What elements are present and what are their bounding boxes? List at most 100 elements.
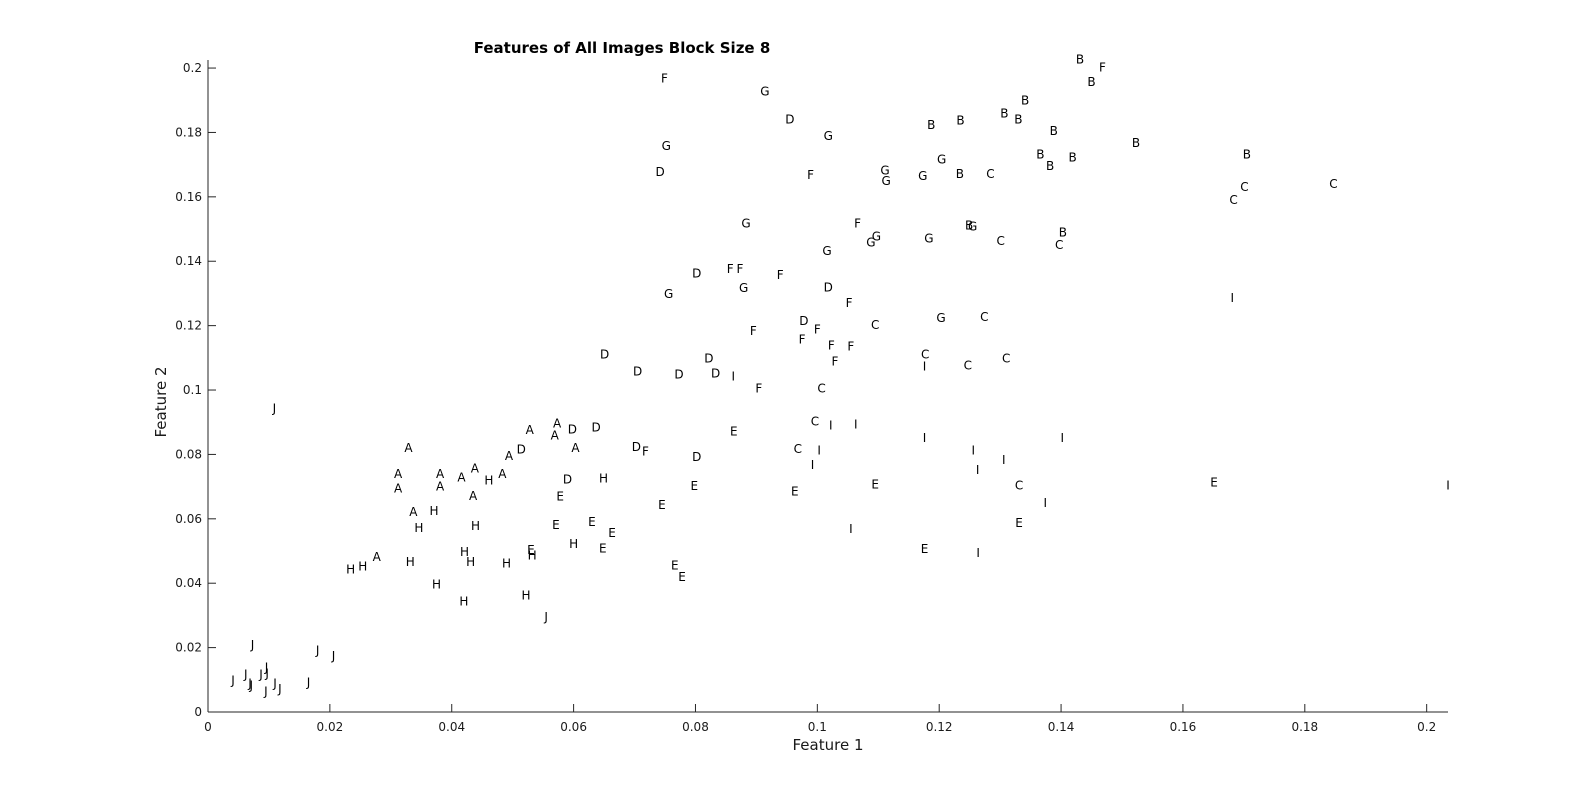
data-point-g: G: [882, 174, 891, 188]
data-point-f: F: [642, 445, 649, 459]
data-point-g: G: [664, 287, 673, 301]
data-point-h: H: [466, 555, 475, 569]
data-point-h: H: [460, 545, 469, 559]
data-point-c: C: [1240, 180, 1248, 194]
data-point-f: F: [847, 339, 854, 353]
data-point-d: D: [563, 472, 572, 486]
data-point-g: G: [918, 169, 927, 183]
data-point-e: E: [690, 479, 698, 493]
data-point-a: A: [394, 481, 403, 495]
data-point-e: E: [658, 498, 666, 512]
data-point-h: H: [528, 548, 537, 562]
y-tick-label: 0.2: [183, 61, 202, 75]
data-point-g: G: [739, 281, 748, 295]
data-point-e: E: [527, 543, 535, 557]
data-point-d: D: [633, 364, 642, 378]
x-tick-label: 0: [204, 720, 212, 734]
data-point-c: C: [1015, 478, 1023, 492]
data-point-i: I: [1446, 478, 1450, 492]
data-point-b: B: [927, 118, 935, 132]
y-tick-label: 0.18: [175, 125, 202, 139]
data-point-i: I: [923, 431, 927, 445]
data-point-h: H: [414, 521, 423, 535]
data-point-e: E: [556, 490, 564, 504]
data-point-j: J: [263, 685, 268, 699]
x-tick-label: 0.1: [808, 720, 827, 734]
data-point-f: F: [814, 322, 821, 336]
x-axis-label: Feature 1: [793, 736, 864, 754]
data-point-a: A: [505, 449, 514, 463]
data-point-a: A: [404, 441, 413, 455]
data-point-b: B: [1021, 93, 1029, 107]
data-point-b: B: [1050, 124, 1058, 138]
data-point-d: D: [592, 421, 601, 435]
data-point-c: C: [871, 318, 879, 332]
y-tick-label: 0.02: [175, 641, 202, 655]
data-point-c: C: [986, 167, 994, 181]
data-point-f: F: [777, 268, 784, 282]
data-point-c: C: [1229, 193, 1237, 207]
data-point-a: A: [471, 461, 480, 475]
data-point-f: F: [807, 168, 814, 182]
y-tick-label: 0.04: [175, 576, 202, 590]
data-point-g: G: [822, 244, 831, 258]
data-point-i: I: [731, 370, 735, 384]
data-point-c: C: [1002, 351, 1010, 365]
data-point-f: F: [736, 262, 743, 276]
data-point-c: C: [811, 414, 819, 428]
data-point-j: J: [315, 643, 320, 657]
data-point-i: I: [829, 419, 833, 433]
data-point-j: J: [258, 667, 263, 681]
chart-title: Features of All Images Block Size 8: [474, 39, 771, 57]
x-tick-label: 0.12: [926, 720, 953, 734]
data-point-b: B: [1132, 136, 1140, 150]
data-point-i: I: [817, 444, 821, 458]
data-point-b: B: [956, 167, 964, 181]
data-point-j: J: [250, 638, 255, 652]
data-point-c: C: [1055, 238, 1063, 252]
data-point-h: H: [358, 559, 367, 573]
y-tick-label: 0: [194, 705, 202, 719]
data-point-e: E: [871, 478, 879, 492]
data-point-j: J: [277, 682, 282, 696]
data-point-b: B: [1059, 225, 1067, 239]
data-point-e: E: [1210, 475, 1218, 489]
data-point-a: A: [571, 441, 580, 455]
data-point-c: C: [964, 358, 972, 372]
data-point-f: F: [1099, 61, 1106, 75]
data-point-i: I: [923, 359, 927, 373]
data-point-e: E: [599, 541, 607, 555]
data-point-g: G: [760, 84, 769, 98]
data-point-g: G: [924, 232, 933, 246]
data-point-h: H: [406, 555, 415, 569]
data-point-b: B: [956, 114, 964, 128]
data-point-c: C: [794, 442, 802, 456]
data-point-f: F: [661, 71, 668, 85]
data-point-c: C: [980, 310, 988, 324]
data-point-g: G: [866, 236, 875, 250]
data-point-c: C: [817, 382, 825, 396]
data-point-i: I: [1043, 496, 1047, 510]
data-point-d: D: [785, 113, 794, 127]
y-tick-label: 0.14: [175, 254, 202, 268]
data-point-i: I: [1002, 453, 1006, 467]
x-tick-label: 0.04: [438, 720, 465, 734]
data-point-b: B: [1076, 53, 1084, 67]
data-point-h: H: [346, 563, 355, 577]
data-point-d: D: [692, 266, 701, 280]
data-point-f: F: [750, 324, 757, 338]
data-point-g: G: [741, 217, 750, 231]
data-point-j: J: [248, 679, 253, 693]
data-point-e: E: [791, 485, 799, 499]
data-point-a: A: [436, 467, 445, 481]
data-point-a: A: [436, 479, 445, 493]
data-point-j: J: [243, 667, 248, 681]
data-point-i: I: [1231, 291, 1235, 305]
data-point-f: F: [854, 217, 861, 231]
data-point-h: H: [432, 577, 441, 591]
data-point-a: A: [551, 429, 560, 443]
x-tick-label: 0.02: [317, 720, 344, 734]
data-point-a: A: [526, 423, 535, 437]
data-point-d: D: [656, 165, 665, 179]
